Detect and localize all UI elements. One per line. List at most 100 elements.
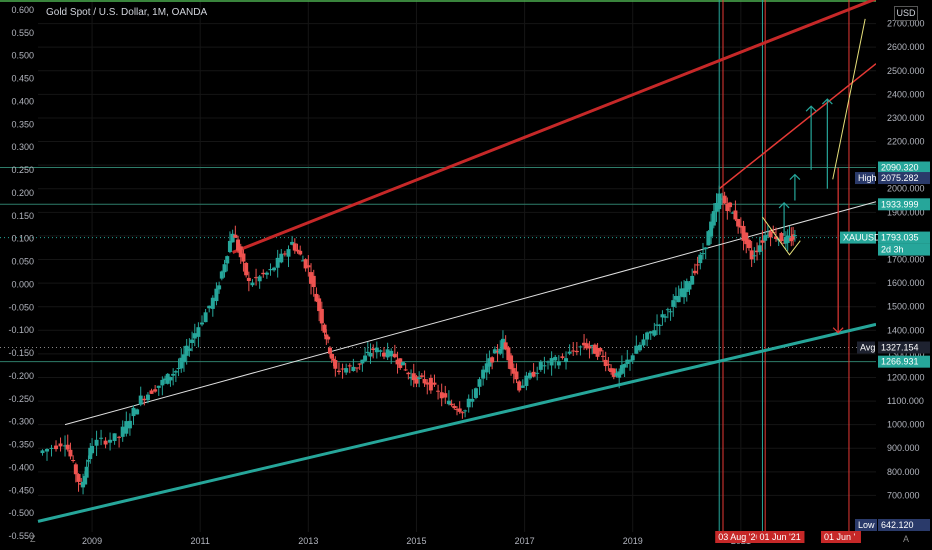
candle-body (414, 376, 419, 384)
candle (728, 201, 733, 213)
candle (264, 271, 269, 279)
candle (419, 372, 424, 379)
currency-button[interactable]: USD (894, 6, 918, 21)
low-tag-text: 642.120 (881, 520, 914, 530)
candle-body (641, 339, 646, 346)
candle-body (179, 357, 184, 369)
candle (319, 301, 324, 331)
candle (225, 255, 230, 272)
candle-body (395, 359, 400, 365)
candle (668, 308, 673, 321)
candle (360, 359, 365, 372)
candle-body (149, 390, 154, 394)
candle (741, 220, 746, 251)
candle (538, 359, 543, 372)
candle-body (619, 365, 624, 374)
auto-fit-button[interactable]: Z (30, 534, 36, 544)
candle-body (463, 410, 468, 412)
candle (524, 371, 529, 391)
candle-body (374, 347, 379, 353)
candle-body (145, 394, 150, 401)
candle-body (446, 400, 451, 405)
candle (717, 185, 722, 212)
low-label-text: Low (858, 520, 875, 530)
candle (306, 255, 311, 277)
candle (695, 256, 700, 275)
time-axis-label: 2013 (298, 536, 318, 546)
candle-body (452, 405, 457, 409)
candle (275, 249, 280, 278)
candle-body (648, 331, 653, 334)
candle-body (65, 444, 70, 450)
candle (744, 232, 749, 254)
candle (108, 432, 113, 451)
candle (382, 347, 387, 360)
candle (351, 358, 356, 372)
yellow-pattern (762, 216, 801, 256)
candle (574, 341, 579, 356)
candle-body (203, 312, 208, 323)
candle (449, 399, 454, 407)
candle (652, 322, 657, 337)
candle-body (160, 379, 165, 386)
arrow (805, 105, 817, 170)
candle-body (730, 212, 735, 214)
candle-body (138, 395, 143, 405)
avg-label: Avg (857, 341, 875, 354)
auto-scale-button[interactable]: A (903, 534, 910, 544)
candle-body (763, 235, 768, 241)
candle-body (755, 250, 760, 253)
countdown-tag-box (878, 243, 930, 256)
candle-body (663, 316, 668, 318)
candle-body (71, 460, 76, 462)
candle (279, 249, 284, 264)
candle-body (524, 375, 529, 386)
candle-body (309, 272, 314, 284)
candle (40, 449, 45, 456)
candle (246, 271, 251, 292)
candle (535, 366, 540, 381)
candle (311, 269, 316, 297)
left-axis-label: 0.300 (11, 142, 34, 152)
candle (531, 363, 536, 378)
candle (432, 374, 437, 387)
candle (153, 384, 158, 393)
candle-body (351, 366, 356, 371)
candle-body (606, 364, 611, 366)
candle (584, 338, 589, 351)
candle (314, 287, 319, 303)
candle (254, 268, 259, 286)
candle-body (682, 288, 687, 298)
candle (660, 310, 665, 326)
candle (156, 385, 161, 396)
candle (514, 363, 519, 384)
candle-body (219, 271, 224, 279)
candle-body (82, 476, 87, 485)
candle-body (746, 239, 751, 249)
candle (145, 392, 150, 404)
candle (65, 434, 70, 452)
level-tag-box (878, 355, 930, 368)
candle (347, 363, 352, 374)
candle-body (671, 300, 676, 307)
candle (452, 403, 457, 410)
candle (222, 259, 227, 278)
right-axis-label: 2500.000 (887, 66, 925, 76)
candle-body (473, 388, 478, 398)
candle-body (227, 240, 232, 253)
right-axis[interactable]: 700.000 800.000 900.000 1000.000 1100.000 120… (876, 0, 932, 550)
candle (682, 280, 687, 304)
candle (261, 269, 266, 278)
candle (282, 250, 287, 257)
candle-body (40, 450, 45, 454)
left-axis-label: 0.550 (11, 28, 34, 38)
left-axis-label: -0.150 (8, 348, 34, 358)
left-axis-label: 0.500 (11, 51, 34, 61)
candle-body (787, 235, 792, 238)
candle-body (45, 448, 50, 452)
candle (628, 359, 633, 371)
symbol-label-text: XAUUSD (843, 233, 881, 243)
arrow-head (778, 202, 790, 209)
grid-lines (38, 0, 876, 532)
